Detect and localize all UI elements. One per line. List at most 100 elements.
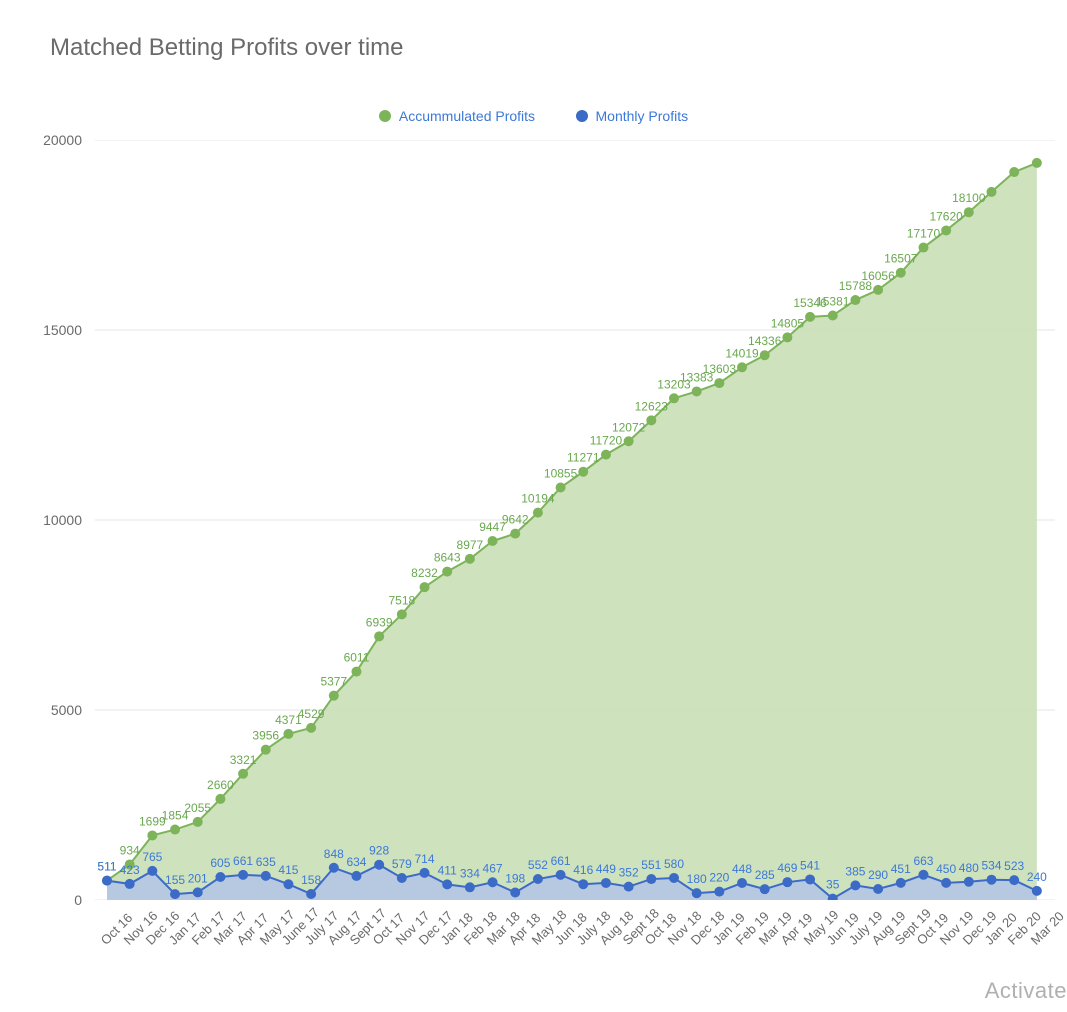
point-accumulated [578, 467, 588, 477]
point-monthly [986, 875, 996, 885]
point-monthly [964, 877, 974, 887]
value-label-monthly: 411 [438, 863, 457, 877]
point-monthly [669, 873, 679, 883]
legend-dot-icon [576, 110, 588, 122]
legend-label: Monthly Profits [596, 108, 689, 124]
value-label-accumulated: 4529 [298, 707, 325, 721]
value-label-accumulated: 8977 [457, 538, 484, 552]
value-label-monthly: 511 [97, 860, 116, 874]
value-label-monthly: 534 [981, 859, 1001, 873]
point-accumulated [420, 582, 430, 592]
point-accumulated [374, 631, 384, 641]
point-monthly [510, 887, 520, 897]
chart-title: Matched Betting Profits over time [50, 34, 403, 62]
value-label-accumulated: 14019 [725, 346, 759, 360]
point-accumulated [828, 311, 838, 321]
point-accumulated [215, 794, 225, 804]
value-label-monthly: 480 [959, 861, 979, 875]
point-accumulated [397, 609, 407, 619]
value-label-accumulated: 2055 [184, 801, 211, 815]
point-accumulated [442, 567, 452, 577]
value-label-accumulated: 10855 [544, 467, 578, 481]
value-label-monthly: 334 [460, 866, 480, 880]
point-accumulated [601, 450, 611, 460]
value-label-monthly: 551 [641, 858, 661, 872]
point-monthly [215, 872, 225, 882]
value-label-monthly: 35 [826, 878, 840, 892]
point-accumulated [533, 508, 543, 518]
point-accumulated [556, 483, 566, 493]
plot-area: 5119341699185420552660332139564371452953… [95, 140, 1055, 900]
windows-activate-watermark: Activate [985, 978, 1067, 1004]
point-monthly [125, 879, 135, 889]
x-axis: Oct 16Nov 16Dec 16Jan 17Feb 17Mar 17Apr … [95, 905, 1055, 960]
point-monthly [397, 873, 407, 883]
value-label-monthly: 448 [732, 862, 752, 876]
point-monthly [420, 868, 430, 878]
y-axis: 05000100001500020000 [0, 140, 90, 900]
value-label-accumulated: 10194 [521, 492, 555, 506]
value-label-accumulated: 6939 [366, 615, 393, 629]
value-label-monthly: 423 [120, 863, 140, 877]
value-label-accumulated: 934 [120, 844, 140, 858]
point-accumulated [737, 362, 747, 372]
value-label-monthly: 928 [369, 844, 389, 858]
point-monthly [624, 882, 634, 892]
point-accumulated [964, 207, 974, 217]
point-accumulated [986, 187, 996, 197]
value-label-monthly: 467 [483, 861, 503, 875]
point-monthly [1032, 886, 1042, 896]
value-label-accumulated: 11720 [590, 434, 623, 448]
point-monthly [646, 874, 656, 884]
value-label-accumulated: 12072 [612, 420, 646, 434]
point-monthly [805, 874, 815, 884]
point-accumulated [669, 393, 679, 403]
point-accumulated [760, 350, 770, 360]
value-label-monthly: 449 [596, 862, 616, 876]
value-label-accumulated: 5377 [320, 675, 347, 689]
point-accumulated [283, 729, 293, 739]
chart-container: Accummulated Profits Monthly Profits 050… [0, 90, 1067, 960]
value-label-accumulated: 9642 [502, 513, 529, 527]
value-label-monthly: 661 [233, 854, 253, 868]
value-label-accumulated: 3321 [230, 753, 257, 767]
value-label-monthly: 158 [301, 873, 321, 887]
value-label-accumulated: 18100 [952, 191, 986, 205]
value-label-monthly: 605 [210, 856, 230, 870]
point-accumulated [306, 723, 316, 733]
point-accumulated [850, 295, 860, 305]
point-monthly [147, 866, 157, 876]
value-label-monthly: 552 [528, 858, 548, 872]
legend-label: Accummulated Profits [399, 108, 535, 124]
point-accumulated [193, 817, 203, 827]
value-label-accumulated: 2660 [207, 778, 234, 792]
point-monthly [918, 870, 928, 880]
point-monthly [329, 863, 339, 873]
point-monthly [283, 879, 293, 889]
point-accumulated [918, 243, 928, 253]
value-label-monthly: 415 [278, 863, 298, 877]
value-label-monthly: 714 [414, 852, 434, 866]
value-label-monthly: 579 [392, 857, 412, 871]
value-label-monthly: 198 [505, 871, 525, 885]
value-label-accumulated: 15381 [816, 295, 850, 309]
page: Matched Betting Profits over time Accumm… [0, 0, 1067, 1012]
value-label-monthly: 580 [664, 857, 684, 871]
y-tick-label: 0 [74, 892, 82, 908]
value-label-accumulated: 14336 [748, 334, 782, 348]
point-monthly [601, 878, 611, 888]
value-label-accumulated: 12623 [635, 399, 669, 413]
value-label-accumulated: 16507 [884, 252, 918, 266]
point-monthly [351, 871, 361, 881]
value-label-accumulated: 11271 [567, 451, 600, 465]
point-accumulated [465, 554, 475, 564]
point-accumulated [624, 436, 634, 446]
point-monthly [102, 876, 112, 886]
value-label-monthly: 201 [188, 871, 208, 885]
point-monthly [760, 884, 770, 894]
value-label-monthly: 469 [777, 861, 797, 875]
point-accumulated [805, 312, 815, 322]
point-monthly [714, 887, 724, 897]
value-label-monthly: 541 [800, 858, 820, 872]
point-accumulated [873, 285, 883, 295]
